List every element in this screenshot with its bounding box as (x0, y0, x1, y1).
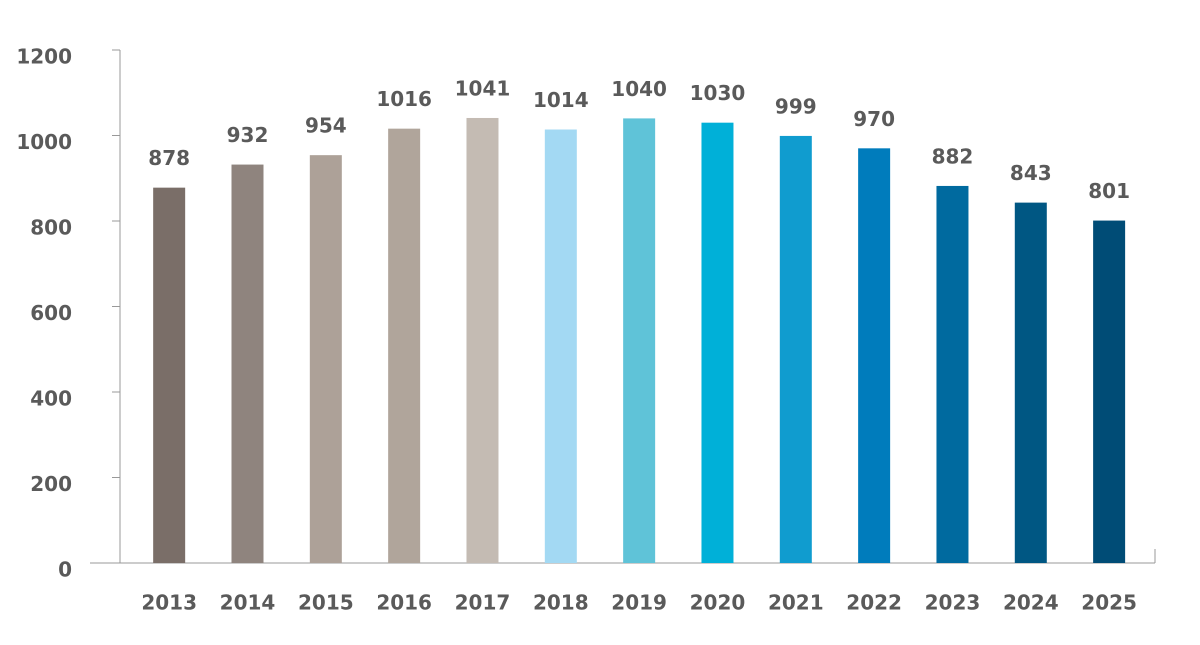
value-label: 1030 (690, 81, 746, 105)
bar (701, 122, 734, 564)
value-label: 801 (1088, 179, 1130, 203)
value-label: 843 (1010, 161, 1052, 185)
value-label: 1040 (611, 77, 667, 101)
value-label: 1014 (533, 88, 589, 112)
bar (544, 129, 577, 563)
value-label: 878 (148, 146, 190, 170)
bar (1093, 220, 1126, 563)
value-label: 882 (932, 144, 974, 168)
value-label: 932 (227, 123, 269, 147)
bar (388, 128, 421, 563)
bar (623, 118, 656, 564)
x-tick-label: 2017 (455, 591, 511, 615)
bar (153, 187, 186, 563)
value-label: 954 (305, 114, 347, 138)
x-tick-label: 2021 (768, 591, 824, 615)
y-tick-label: 1200 (16, 45, 72, 69)
y-tick-label: 600 (30, 301, 72, 325)
x-tick-label: 2022 (846, 591, 902, 615)
bar (858, 148, 891, 563)
x-tick-label: 2015 (298, 591, 354, 615)
x-tick-label: 2020 (690, 591, 746, 615)
bar (779, 135, 812, 564)
x-tick-label: 2018 (533, 591, 589, 615)
y-tick-label: 400 (30, 387, 72, 411)
x-tick-label: 2019 (611, 591, 667, 615)
bar (309, 155, 342, 564)
value-label: 970 (853, 107, 895, 131)
bar (466, 117, 499, 563)
x-tick-label: 2023 (925, 591, 981, 615)
y-tick-label: 0 (58, 558, 72, 582)
value-label: 1016 (376, 87, 432, 111)
x-tick-label: 2014 (220, 591, 276, 615)
x-tick-label: 2025 (1081, 591, 1137, 615)
value-label: 999 (775, 94, 817, 118)
y-tick-label: 800 (30, 216, 72, 240)
x-tick-label: 2024 (1003, 591, 1059, 615)
x-tick-label: 2013 (141, 591, 197, 615)
bar (936, 185, 969, 563)
x-tick-label: 2016 (376, 591, 432, 615)
bar (1014, 202, 1047, 563)
y-tick-label: 1000 (16, 130, 72, 154)
y-tick-label: 200 (30, 472, 72, 496)
bar (231, 164, 264, 563)
value-label: 1041 (455, 76, 511, 100)
